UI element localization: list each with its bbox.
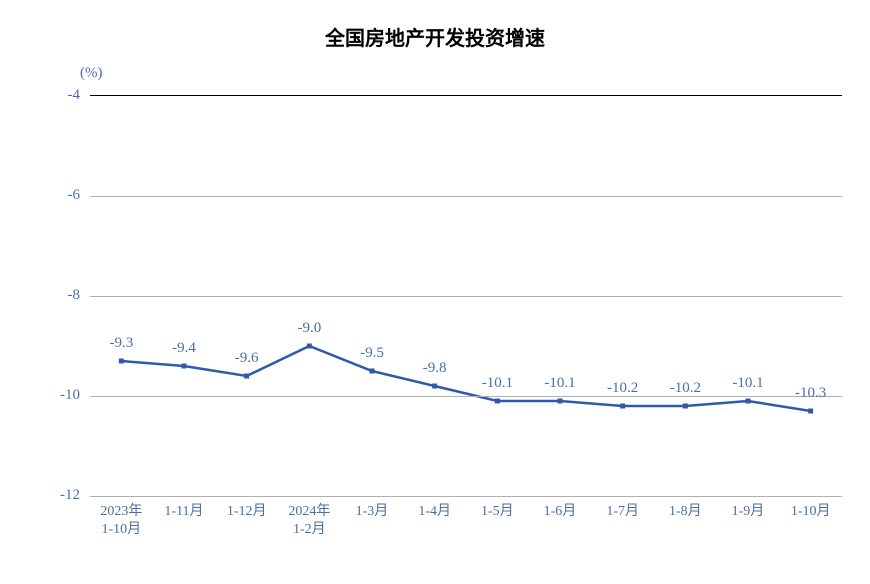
y-tick-label: -6	[40, 187, 80, 204]
x-tick-label: 2024年 1-2月	[278, 503, 341, 539]
data-label: -10.2	[655, 380, 715, 397]
chart-container: 全国房地产开发投资增速 (%) -4-6-8-10-122023年 1-10月1…	[0, 0, 870, 584]
chart-title: 全国房地产开发投资增速	[0, 22, 870, 51]
data-marker	[808, 409, 813, 414]
data-marker	[620, 404, 625, 409]
plot-area	[90, 95, 842, 496]
x-tick-label: 1-10月	[779, 503, 842, 521]
data-label: -10.1	[530, 375, 590, 392]
data-label: -9.3	[91, 335, 151, 352]
x-tick-label: 1-8月	[654, 503, 717, 521]
data-label: -10.1	[467, 375, 527, 392]
gridline	[90, 396, 842, 397]
y-tick-label: -10	[40, 387, 80, 404]
data-marker	[182, 364, 187, 369]
data-marker	[683, 404, 688, 409]
y-tick-label: -8	[40, 287, 80, 304]
data-marker	[495, 399, 500, 404]
data-marker	[119, 359, 124, 364]
y-tick-label: -12	[40, 487, 80, 504]
x-tick-label: 1-4月	[403, 503, 466, 521]
data-marker	[746, 399, 751, 404]
data-label: -9.8	[405, 360, 465, 377]
data-label: -9.0	[279, 320, 339, 337]
x-tick-label: 1-6月	[529, 503, 592, 521]
data-label: -10.3	[781, 385, 841, 402]
data-label: -10.1	[718, 375, 778, 392]
data-label: -9.6	[217, 350, 277, 367]
y-axis-unit: (%)	[80, 65, 103, 82]
data-marker	[370, 369, 375, 374]
data-marker	[307, 344, 312, 349]
data-marker	[558, 399, 563, 404]
gridline	[90, 196, 842, 197]
gridline	[90, 296, 842, 297]
data-marker	[432, 384, 437, 389]
x-tick-label: 1-11月	[153, 503, 216, 521]
x-tick-label: 1-9月	[717, 503, 780, 521]
x-tick-label: 1-7月	[591, 503, 654, 521]
gridline	[90, 496, 842, 497]
x-tick-label: 1-12月	[215, 503, 278, 521]
data-label: -9.5	[342, 345, 402, 362]
y-tick-label: -4	[40, 87, 80, 104]
x-tick-label: 1-3月	[341, 503, 404, 521]
data-label: -10.2	[593, 380, 653, 397]
x-tick-label: 2023年 1-10月	[90, 503, 153, 539]
x-tick-label: 1-5月	[466, 503, 529, 521]
data-marker	[244, 374, 249, 379]
data-label: -9.4	[154, 340, 214, 357]
